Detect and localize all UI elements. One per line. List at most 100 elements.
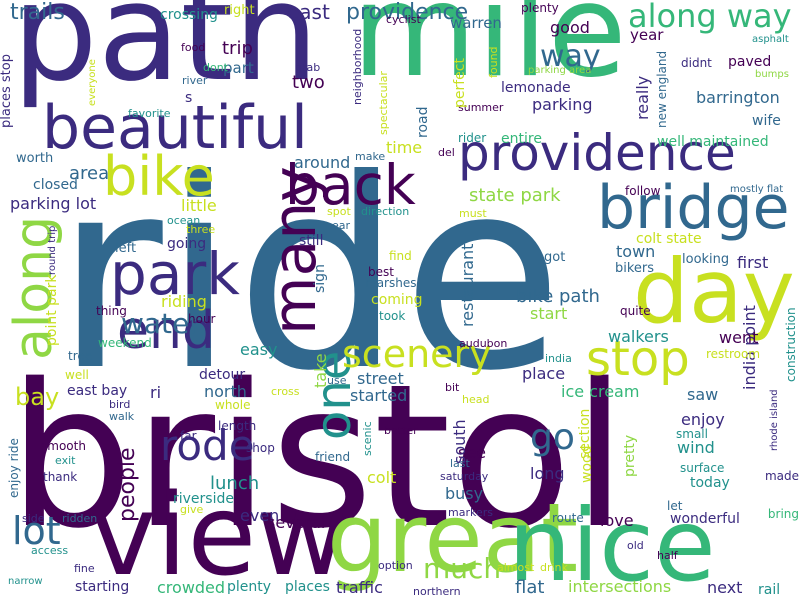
word-water: water (121, 307, 201, 340)
word-easy: easy (240, 340, 278, 359)
word-barrington: barrington (696, 88, 780, 107)
word-three: three (186, 223, 216, 236)
word-ri: ri (150, 383, 162, 402)
word-day: day (633, 240, 795, 343)
word-markers: markers (448, 506, 493, 519)
word-worth: worth (16, 151, 54, 166)
word-wood: wood (579, 445, 595, 483)
word-last: last (450, 457, 470, 470)
word-got: got (544, 250, 566, 265)
word-way: way (540, 39, 601, 74)
word-lunch: lunch (210, 473, 260, 494)
word-ride: ride (55, 123, 564, 428)
word-ocean: ocean (167, 214, 201, 227)
word-follow: follow (625, 184, 661, 198)
word-next: next (707, 578, 743, 597)
word-bay: bay (15, 383, 60, 411)
word-went: went (719, 328, 759, 347)
word-access: access (31, 544, 69, 557)
word-wonderful: wonderful (670, 511, 740, 527)
word-still: still (299, 233, 324, 249)
word-several: several (267, 513, 326, 532)
word-year: year (630, 26, 664, 44)
word-scenery: scenery (342, 332, 492, 376)
word-enjoy-ride: enjoy ride (7, 438, 21, 498)
word-back: back (285, 153, 416, 217)
word-north: north (204, 382, 247, 401)
word-spectacular: spectacular (377, 71, 390, 135)
word-end: end (117, 301, 215, 361)
word-mile: mile (352, 0, 627, 106)
word-use: use (327, 374, 347, 387)
word-point-park: point park (44, 274, 60, 346)
word-town: town (616, 242, 656, 261)
word-area: area (69, 163, 110, 184)
word-well: well (65, 368, 89, 382)
word-parking: parking (532, 95, 593, 114)
word-exit: exit (55, 454, 76, 467)
word-give: give (180, 503, 204, 516)
word-bike-path: bike path (516, 286, 600, 307)
word-street: street (357, 369, 404, 388)
word-time: time (386, 138, 423, 157)
word-beautiful: beautiful (42, 93, 308, 163)
word-start: start (530, 304, 568, 323)
word-riding: riding (161, 292, 207, 311)
word-found: found (487, 46, 500, 78)
word-much: much (423, 552, 502, 585)
word-marshes: marshes (365, 276, 417, 290)
word-path: path (12, 0, 319, 111)
word-colt: colt (367, 468, 397, 487)
word-spot: spot (327, 205, 351, 218)
word-make: make (355, 150, 386, 163)
word-coming: coming (371, 292, 423, 308)
word-must: must (459, 207, 487, 220)
word-sign: sign (312, 264, 328, 293)
word-walk: walk (109, 410, 135, 423)
word-really: really (633, 75, 652, 120)
word-find: find (389, 249, 412, 263)
word-rhode-island: rhode island (769, 389, 780, 451)
word-didnt: didnt (681, 56, 712, 70)
word-surface: surface (680, 461, 725, 475)
word-stop: stop (586, 331, 690, 387)
word-along-way: along way (628, 0, 792, 35)
word-places-stop: places stop (0, 54, 14, 128)
word-east: east (287, 0, 330, 24)
word-warren: warren (450, 14, 502, 32)
word-rode: rode (160, 421, 255, 470)
word-two: two (292, 72, 325, 93)
word-tree: tree (68, 349, 93, 363)
word-took: took (379, 309, 406, 323)
word-construction: construction (784, 307, 798, 382)
word-wind: wind (677, 438, 715, 457)
word-people: people (115, 447, 140, 522)
word-see: see (458, 443, 487, 462)
word-bikers: bikers (615, 261, 655, 276)
word-asphalt: asphalt (752, 34, 789, 45)
word-everyone: everyone (87, 59, 98, 106)
word-ridden: ridden (62, 512, 98, 525)
word-favorite: favorite (128, 107, 171, 120)
word-far: far (180, 429, 197, 443)
word-traffic: traffic (336, 578, 383, 597)
word-entire: entire (501, 131, 542, 147)
word-colt-state: colt state (636, 231, 702, 247)
word-saw: saw (687, 385, 719, 404)
word-restaurant: restaurant (458, 243, 477, 327)
word-near: near (325, 219, 351, 232)
word-direction: direction (361, 205, 410, 218)
word-parking-lot: parking lot (10, 194, 97, 213)
word-better: better (384, 424, 418, 437)
word-even: even (240, 506, 280, 525)
word-shop: shop (246, 441, 275, 455)
word-hour: hour (188, 312, 216, 326)
word-detour: detour (199, 367, 246, 383)
word-side: side (22, 512, 45, 525)
word-enjoy: enjoy (681, 410, 725, 429)
word-crossing: crossing (160, 7, 218, 23)
word-route: route (552, 511, 584, 525)
word-intersections: intersections (568, 577, 672, 596)
word-many: many (260, 166, 330, 335)
